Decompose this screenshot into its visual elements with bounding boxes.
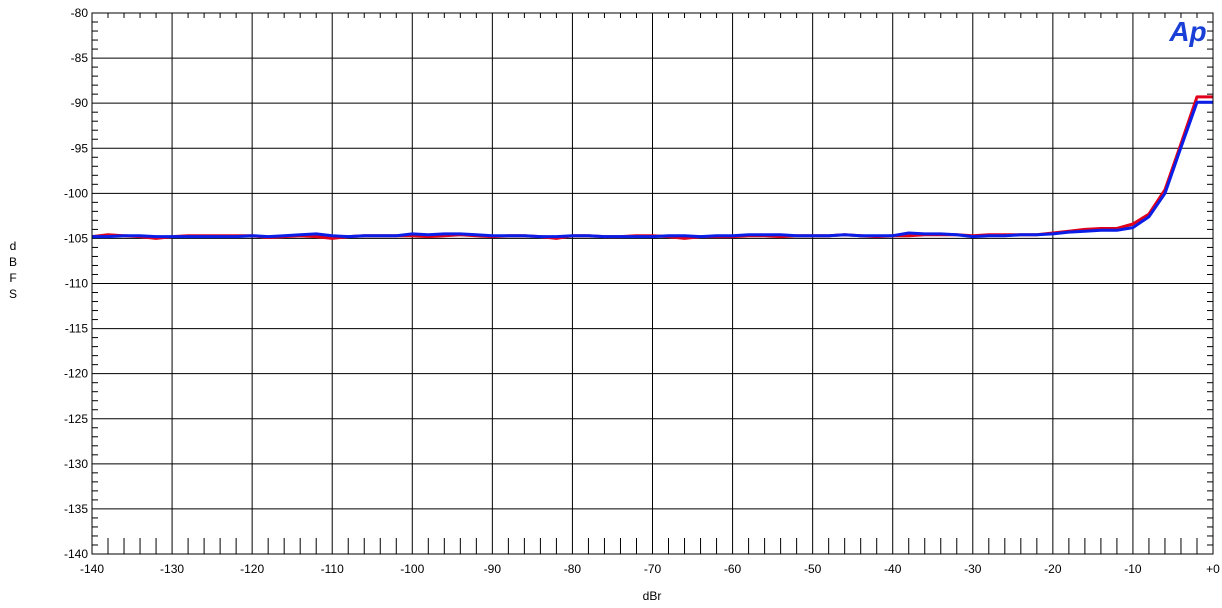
- y-tick-label: -130: [64, 457, 88, 471]
- x-tick-labels: -140 -130 -120 -110 -100 -90 -80 -70 -60 -50 -40 -3…: [80, 562, 1220, 576]
- y-tick-label: -90: [71, 96, 89, 110]
- series-group: [91, 95, 1213, 240]
- x-tick-label: -90: [484, 562, 502, 576]
- x-tick-label: -100: [400, 562, 424, 576]
- series-line-2: [92, 100, 1213, 239]
- x-axis-title: dBr: [643, 589, 662, 603]
- x-tick-label: -130: [160, 562, 184, 576]
- y-tick-label: -125: [64, 412, 88, 426]
- y-tick-label: -110: [65, 277, 88, 291]
- minor-ticks: [92, 13, 1213, 554]
- x-tick-label: +0: [1206, 562, 1220, 576]
- x-tick-label: -60: [724, 562, 742, 576]
- y-tick-label: -135: [64, 502, 88, 516]
- y-tick-label: -100: [64, 186, 88, 200]
- y-tick-labels: -80 -85 -90 -95 -100 -105 -110 -115 -120 -125 -130…: [64, 6, 88, 561]
- x-tick-label: -80: [564, 562, 582, 576]
- y-tick-label: -105: [64, 231, 88, 245]
- y-tick-label: -120: [64, 367, 88, 381]
- x-tick-label: -30: [964, 562, 982, 576]
- x-tick-label: -140: [80, 562, 104, 576]
- ap-logo: Ap: [1168, 16, 1206, 47]
- x-tick-label: -110: [321, 562, 344, 576]
- y-tick-label: -115: [65, 322, 88, 336]
- y-tick-label: -85: [71, 51, 89, 65]
- x-tick-label: -120: [240, 562, 264, 576]
- y-tick-label: -140: [64, 547, 88, 561]
- plot-frame: [91, 12, 1214, 555]
- x-tick-label: -70: [644, 562, 662, 576]
- x-tick-label: -20: [1044, 562, 1062, 576]
- x-tick-label: -10: [1124, 562, 1142, 576]
- y-tick-label: -80: [71, 6, 89, 20]
- grid: [91, 12, 1214, 555]
- x-tick-label: -50: [804, 562, 822, 576]
- y-tick-label: -95: [71, 141, 89, 155]
- x-tick-label: -40: [884, 562, 902, 576]
